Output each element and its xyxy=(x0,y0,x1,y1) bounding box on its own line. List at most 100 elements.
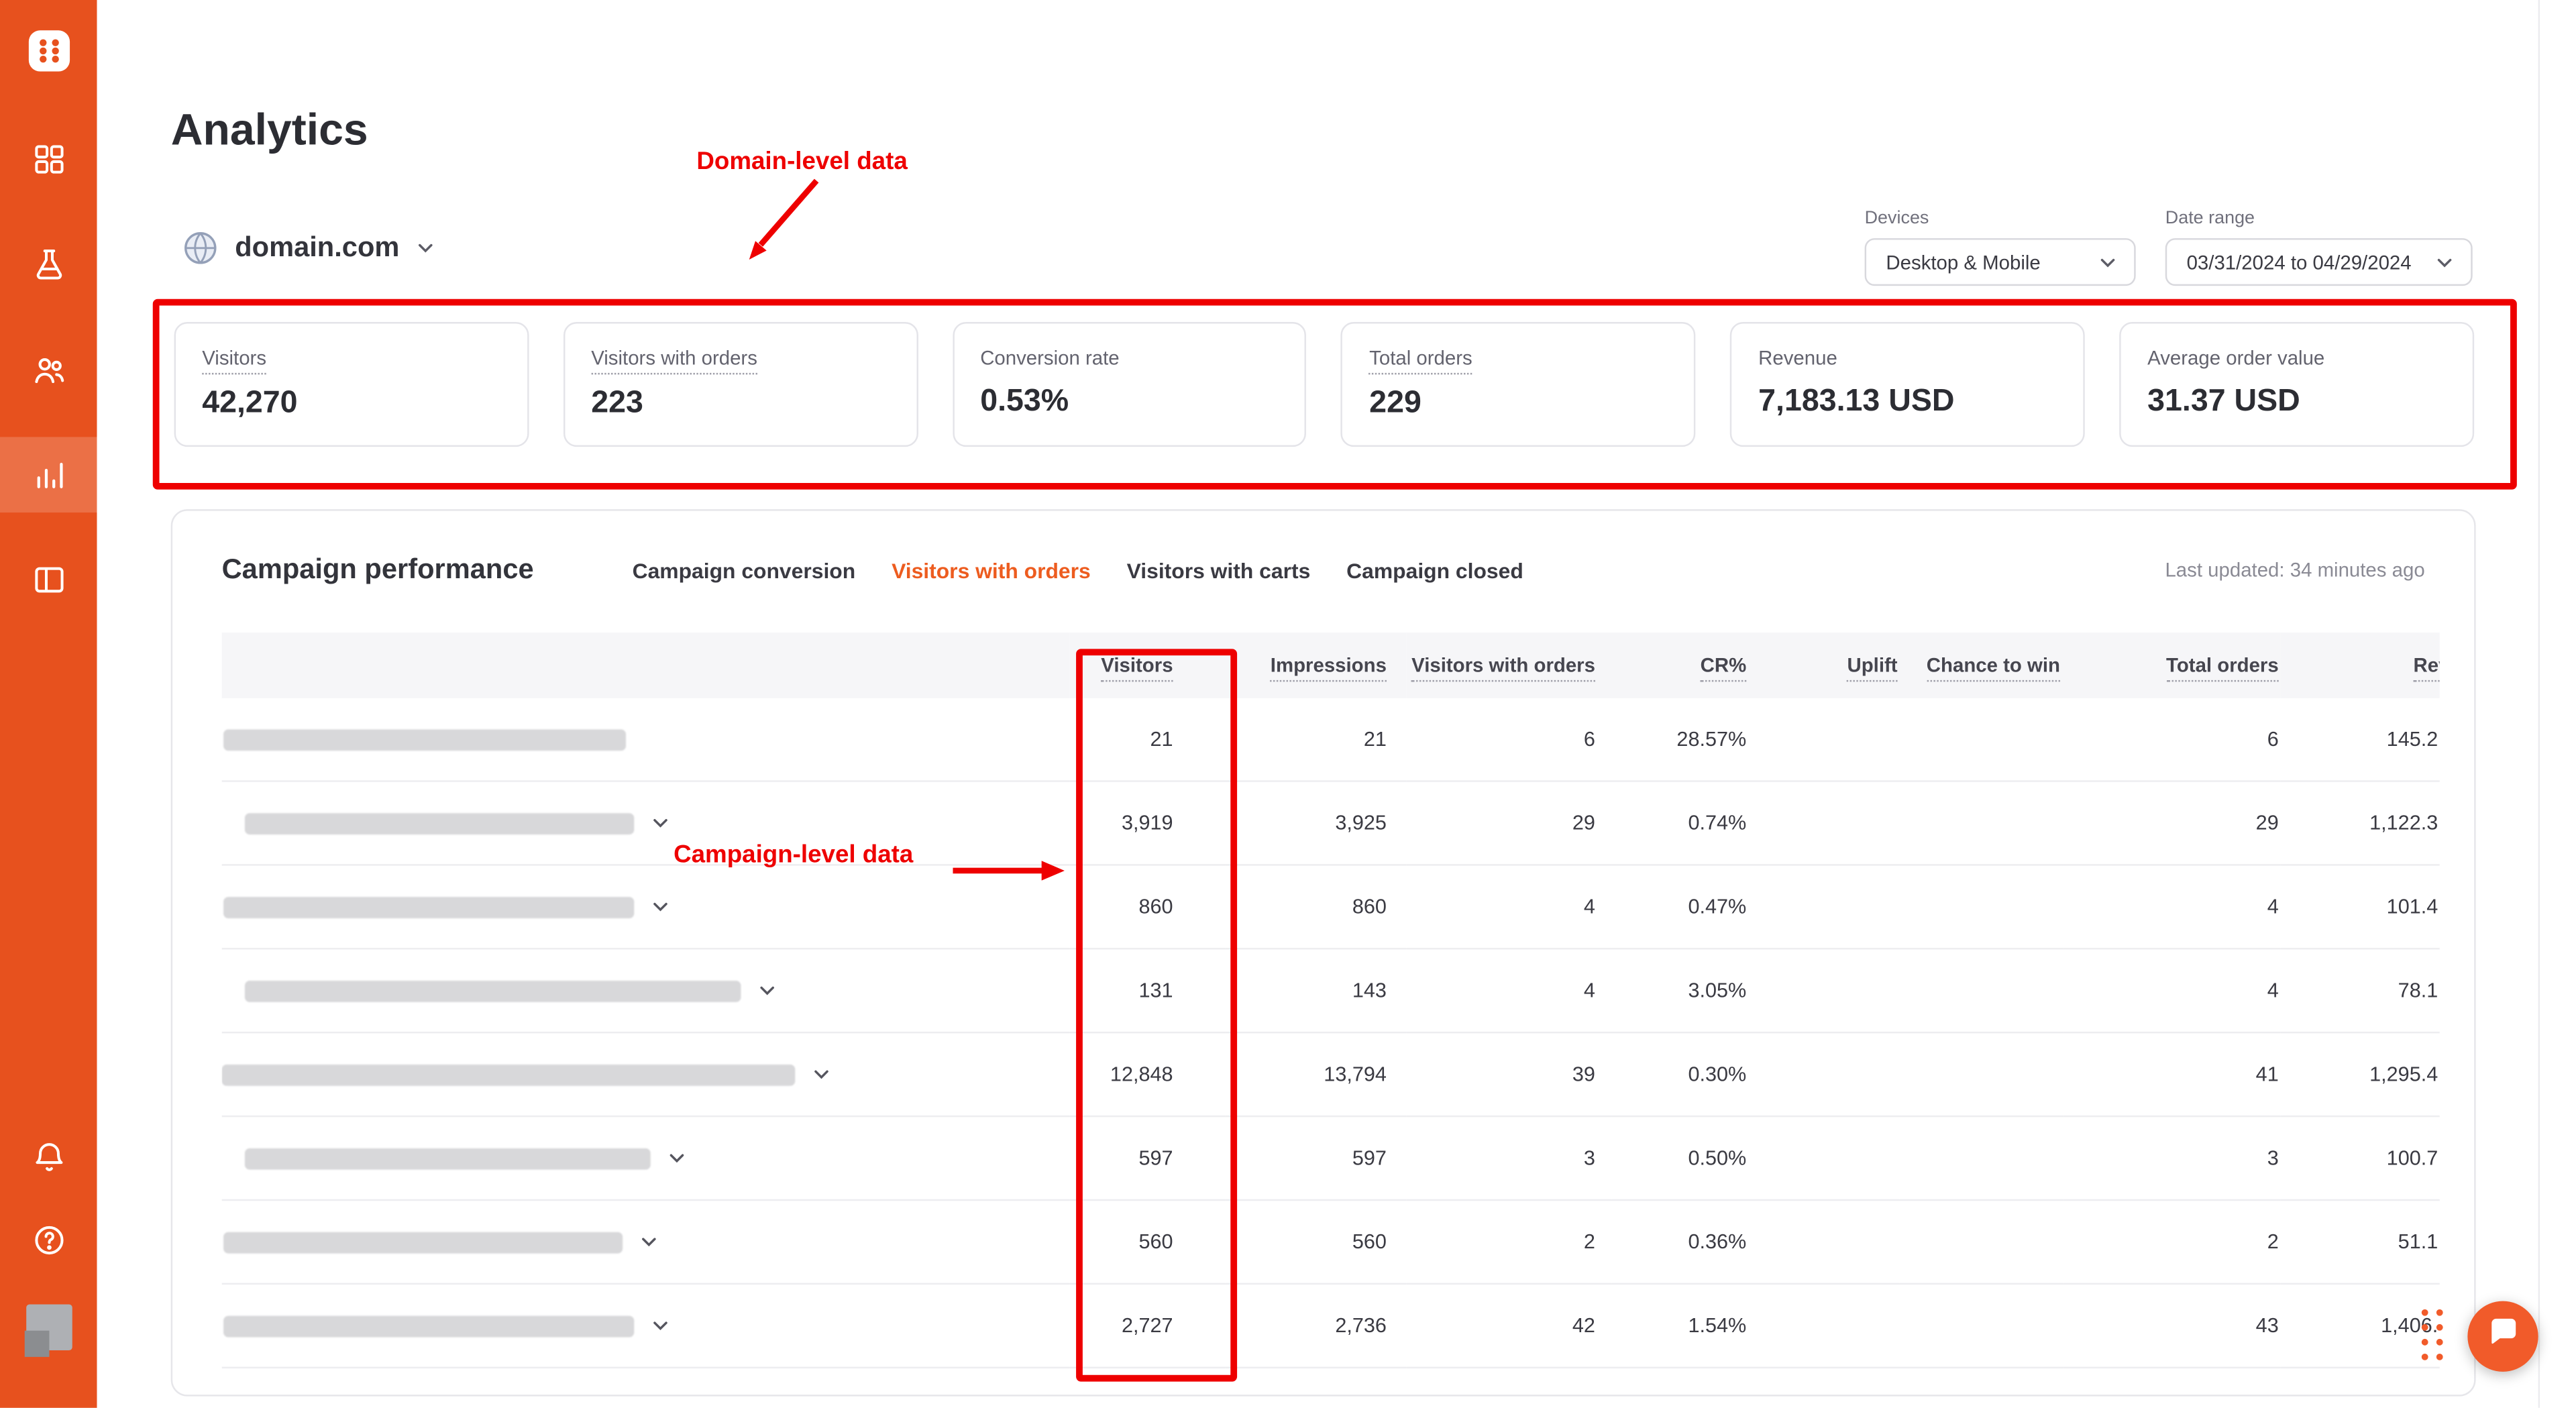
last-updated: Last updated: 34 minutes ago xyxy=(2165,558,2425,582)
nav-audience[interactable] xyxy=(30,351,66,388)
kpi-card: Total orders 229 xyxy=(1341,322,1697,447)
cell-revenue: 145.2 xyxy=(2280,698,2440,782)
widget-placeholder xyxy=(24,1304,74,1357)
campaign-table: Visitors Impressions Visitors with orders C… xyxy=(221,632,2440,1369)
cell-revenue: 1,295.4 xyxy=(2280,1032,2440,1118)
campaign-name-redacted xyxy=(223,1231,623,1253)
kpi-label: Visitors xyxy=(202,347,267,376)
devices-label: Devices xyxy=(1864,209,1929,229)
campaign-row[interactable]: 12,848 13,794 39 0.30% 41 1,295.4 xyxy=(221,1032,2440,1118)
expand-chevron-icon[interactable] xyxy=(649,896,672,918)
campaign-row[interactable]: 597 597 3 0.50% 3 100.7 xyxy=(221,1116,2440,1201)
cell-visitors: 597 xyxy=(1069,1116,1226,1201)
nav-dashboard[interactable] xyxy=(30,142,66,178)
kpi-card: Average order value 31.37 USD xyxy=(2119,322,2475,447)
column-header-visitors: Visitors xyxy=(1069,632,1226,698)
cell-chance_to_win xyxy=(1899,781,2063,866)
cell-visitors: 21 xyxy=(1069,698,1226,782)
date-range-value: 03/31/2024 to 04/29/2024 xyxy=(2186,250,2412,274)
cell-visitors_with_orders: 42 xyxy=(1406,1283,1612,1369)
drag-handle-dots[interactable] xyxy=(2421,1309,2443,1360)
column-header-cr: CR% xyxy=(1611,632,1768,698)
cell-total_orders: 6 xyxy=(2063,698,2281,782)
cell-uplift xyxy=(1768,1199,1900,1285)
nav-help[interactable] xyxy=(30,1222,66,1258)
cell-visitors_with_orders: 2 xyxy=(1406,1199,1612,1285)
expand-chevron-icon[interactable] xyxy=(665,1146,688,1169)
annotation-campaign-level-label: Campaign-level data xyxy=(674,841,914,869)
tab-campaign-conversion[interactable]: Campaign conversion xyxy=(632,557,856,583)
cell-impressions: 597 xyxy=(1225,1116,1407,1201)
cell-name xyxy=(221,1032,1070,1118)
kpi-value: 229 xyxy=(1369,386,1421,421)
cell-name xyxy=(221,698,1070,782)
column-header-revenue: Revenue xyxy=(2280,632,2440,698)
chat-button[interactable] xyxy=(2467,1301,2538,1372)
cell-visitors_with_orders: 29 xyxy=(1406,781,1612,866)
cell-visitors: 2,727 xyxy=(1069,1283,1226,1369)
cell-visitors_with_orders: 6 xyxy=(1406,698,1612,782)
cell-impressions: 13,794 xyxy=(1225,1032,1407,1118)
cell-chance_to_win xyxy=(1899,949,2063,1034)
nav-notifications[interactable] xyxy=(30,1138,66,1175)
cell-visitors_with_orders: 4 xyxy=(1406,865,1612,950)
cell-total_orders: 41 xyxy=(2063,1032,2281,1118)
kpi-card: Visitors 42,270 xyxy=(174,322,529,447)
campaign-name-redacted xyxy=(221,1063,796,1085)
chevron-down-icon xyxy=(2096,250,2119,273)
app-logo[interactable] xyxy=(24,26,73,75)
nav-analytics[interactable] xyxy=(0,437,97,513)
kpi-value: 31.37 USD xyxy=(2147,384,2300,419)
column-header-chance_to_win: Chance to win xyxy=(1899,632,2063,698)
campaign-row[interactable]: 3,919 3,925 29 0.74% 29 1,122.3 xyxy=(221,781,2440,866)
cell-total_orders: 4 xyxy=(2063,949,2281,1034)
expand-chevron-icon[interactable] xyxy=(810,1063,833,1085)
cell-uplift xyxy=(1768,781,1900,866)
cell-impressions: 860 xyxy=(1225,865,1407,950)
window-edge xyxy=(2538,0,2540,1408)
tab-visitors-with-carts[interactable]: Visitors with carts xyxy=(1126,557,1311,583)
cell-uplift xyxy=(1768,1032,1900,1118)
nav-experiments[interactable] xyxy=(30,246,66,282)
chevron-down-icon xyxy=(2433,250,2456,273)
expand-chevron-icon[interactable] xyxy=(649,1314,672,1337)
annotation-arrow-domain xyxy=(749,178,819,260)
expand-chevron-icon[interactable] xyxy=(649,812,672,834)
date-range-label: Date range xyxy=(2165,209,2255,229)
cell-visitors_with_orders: 4 xyxy=(1406,949,1612,1034)
cell-visitors_with_orders: 39 xyxy=(1406,1032,1612,1118)
campaign-row[interactable]: 21 21 6 28.57% 6 145.2 xyxy=(221,698,2440,782)
kpi-value: 223 xyxy=(591,386,643,421)
date-range-select[interactable]: 03/31/2024 to 04/29/2024 xyxy=(2165,238,2473,286)
cell-total_orders: 43 xyxy=(2063,1283,2281,1369)
tab-visitors-with-orders[interactable]: Visitors with orders xyxy=(892,557,1091,583)
campaign-row[interactable]: 560 560 2 0.36% 2 51.1 xyxy=(221,1199,2440,1285)
cell-impressions: 21 xyxy=(1225,698,1407,782)
campaign-row[interactable]: 2,727 2,736 42 1.54% 43 1,406. xyxy=(221,1283,2440,1369)
devices-select[interactable]: Desktop & Mobile xyxy=(1864,238,2136,286)
campaign-row[interactable]: 860 860 4 0.47% 4 101.4 xyxy=(221,865,2440,950)
kpi-card: Conversion rate 0.53% xyxy=(952,322,1307,447)
cell-cr: 1.54% xyxy=(1611,1283,1768,1369)
nav-templates[interactable] xyxy=(30,562,66,598)
expand-chevron-icon[interactable] xyxy=(756,979,779,1002)
tab-campaign-closed[interactable]: Campaign closed xyxy=(1346,557,1523,583)
cell-name xyxy=(221,1283,1070,1369)
expand-chevron-icon[interactable] xyxy=(637,1230,660,1253)
cell-name xyxy=(221,865,1070,950)
cell-name xyxy=(221,1199,1070,1285)
cell-visitors: 3,919 xyxy=(1069,781,1226,866)
domain-selector[interactable]: domain.com xyxy=(180,228,437,268)
kpi-card: Revenue 7,183.13 USD xyxy=(1730,322,2086,447)
cell-cr: 0.36% xyxy=(1611,1199,1768,1285)
cell-chance_to_win xyxy=(1899,1199,2063,1285)
card-header: Campaign performance Campaign conversion… xyxy=(172,511,2474,633)
campaign-name-redacted xyxy=(244,1147,651,1169)
campaign-row[interactable]: 131 143 4 3.05% 4 78.1 xyxy=(221,949,2440,1034)
cell-total_orders: 29 xyxy=(2063,781,2281,866)
campaign-table-wrap: Visitors Impressions Visitors with orders C… xyxy=(221,632,2440,1369)
cell-chance_to_win xyxy=(1899,1116,2063,1201)
column-header-name xyxy=(221,632,1070,698)
cell-name xyxy=(221,949,1070,1034)
